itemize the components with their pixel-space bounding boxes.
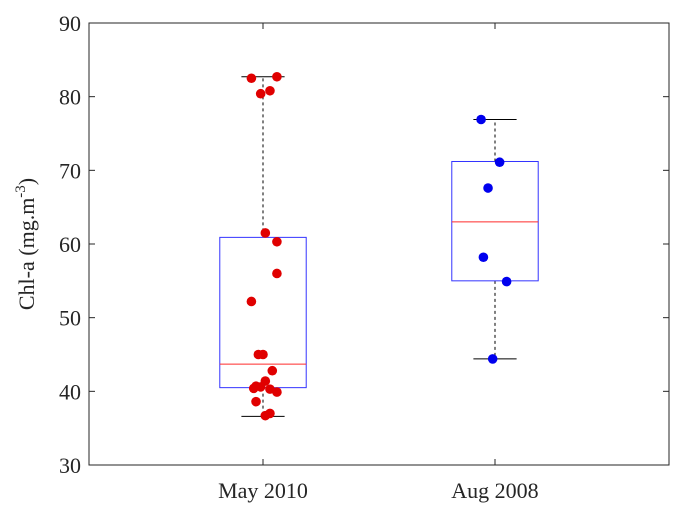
data-point — [272, 236, 282, 247]
y-tick-label: 70 — [59, 158, 81, 183]
data-point — [483, 183, 493, 193]
x-axis-ticks: May 2010 Aug 2008 — [218, 23, 539, 503]
data-points — [246, 71, 512, 421]
data-point — [255, 88, 266, 99]
data-point — [258, 349, 268, 360]
y-tick-label: 30 — [59, 453, 81, 478]
data-point — [251, 396, 261, 407]
y-tick-label: 90 — [59, 11, 81, 36]
data-point — [478, 252, 489, 263]
data-point — [267, 365, 278, 376]
y-axis-title: Chl-a (mg.m-3) — [13, 178, 39, 310]
y-tick-label: 50 — [59, 306, 81, 331]
data-point — [265, 85, 275, 96]
y-tick-label: 60 — [59, 232, 81, 257]
data-point — [494, 157, 505, 168]
data-point — [260, 410, 271, 421]
data-point — [476, 114, 486, 125]
data-point — [487, 354, 498, 364]
y-tick-label: 80 — [59, 85, 81, 110]
data-point — [246, 296, 257, 307]
data-point — [272, 268, 282, 279]
data-point — [272, 387, 282, 397]
x-tick-label: Aug 2008 — [451, 478, 538, 503]
plot-area — [88, 22, 670, 466]
data-point — [246, 73, 257, 84]
data-point — [248, 383, 259, 394]
x-tick-label: May 2010 — [218, 478, 308, 503]
data-point — [501, 276, 512, 287]
data-point — [260, 228, 271, 238]
y-axis-ticks: 30 40 50 60 70 80 90 — [59, 11, 669, 478]
data-point — [272, 71, 282, 82]
y-tick-label: 40 — [59, 379, 81, 404]
